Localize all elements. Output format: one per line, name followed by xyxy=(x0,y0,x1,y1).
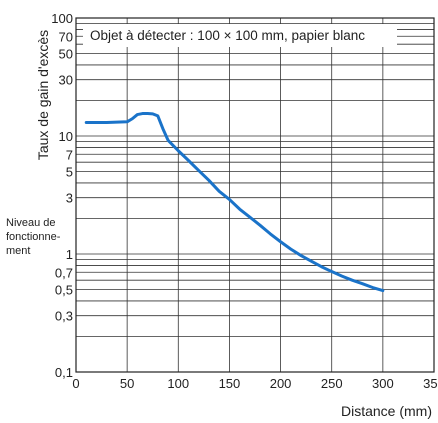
x-tick-label: 100 xyxy=(167,376,189,391)
operating-level-line-1: Niveau de xyxy=(6,217,56,229)
operating-level-line-2: fonctionne- xyxy=(6,231,61,243)
operating-level-note: Niveau de fonctionne- ment xyxy=(6,217,61,257)
y-tick-labels: 0,1 0,3 0,5 0,7 1 3 5 7 10 30 50 70 100 xyxy=(51,11,73,380)
y-tick-label: 0,5 xyxy=(55,283,73,298)
y-tick-label: 30 xyxy=(59,73,73,88)
y-tick-label: 7 xyxy=(66,147,73,162)
annotation-text: Objet à détecter : 100 × 100 mm, papier … xyxy=(90,28,365,43)
y-tick-label: 70 xyxy=(59,29,73,44)
data-series xyxy=(84,112,385,293)
y-axis-title: Taux de gain d'excès xyxy=(35,30,51,160)
y-tick-label: 50 xyxy=(59,47,73,62)
y-tick-label: 100 xyxy=(51,11,73,26)
y-tick-label: 1 xyxy=(66,247,73,262)
y-tick-label: 10 xyxy=(59,129,73,144)
x-tick-label: 200 xyxy=(270,376,292,391)
x-tick-label: 300 xyxy=(372,376,394,391)
annotation-box: Objet à détecter : 100 × 100 mm, papier … xyxy=(83,24,397,47)
x-tick-labels: 0 50 100 150 200 250 300 350 xyxy=(72,376,438,391)
grid-lines xyxy=(75,18,435,373)
y-tick-label: 5 xyxy=(66,165,73,180)
plot-frame xyxy=(75,17,435,373)
y-tick-label: 3 xyxy=(66,191,73,206)
y-tick-label: 0,3 xyxy=(55,309,73,324)
x-tick-label: 50 xyxy=(120,376,134,391)
x-tick-label: 0 xyxy=(72,376,79,391)
y-tick-label: 0,1 xyxy=(55,365,73,380)
x-axis-title: Distance (mm) xyxy=(341,403,432,419)
y-tick-label: 0,7 xyxy=(55,265,73,280)
series-line xyxy=(84,112,385,293)
x-tick-label: 150 xyxy=(219,376,241,391)
x-tick-label: 350 xyxy=(423,376,438,391)
plot-border xyxy=(75,17,435,373)
x-tick-label: 250 xyxy=(321,376,343,391)
operating-level-line-3: ment xyxy=(6,245,30,257)
